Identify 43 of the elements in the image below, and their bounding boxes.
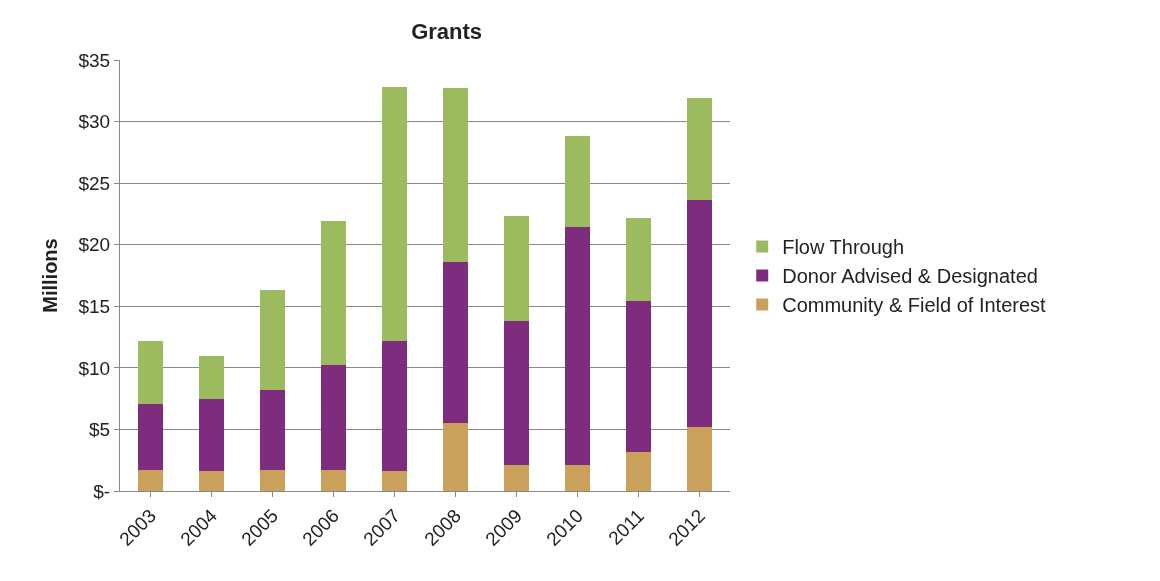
- bar: [504, 321, 529, 466]
- y-tick-label: $25: [78, 172, 111, 194]
- legend-label: Flow Through: [782, 236, 905, 259]
- legend-label: Donor Advised & Designated: [782, 265, 1038, 288]
- bar: [443, 261, 468, 424]
- chart-title: Grants: [411, 18, 483, 44]
- bar: [199, 398, 224, 472]
- bar: [382, 471, 407, 491]
- bar: [565, 136, 590, 228]
- y-tick-label: $20: [78, 234, 111, 256]
- bar: [687, 98, 712, 201]
- y-tick-label: $10: [78, 357, 111, 379]
- bar: [321, 221, 346, 366]
- y-tick-label: $30: [78, 111, 111, 133]
- bar: [260, 390, 285, 471]
- y-axis-title: Millions: [39, 238, 61, 313]
- bar: [443, 423, 468, 491]
- y-tick-label: $-: [93, 480, 111, 502]
- bar: [626, 301, 651, 452]
- bar: [504, 216, 529, 322]
- bar: [565, 227, 590, 466]
- y-tick-label: $35: [78, 49, 111, 71]
- bar: [626, 451, 651, 491]
- bar: [382, 87, 407, 341]
- bar: [260, 290, 285, 391]
- bar: [687, 200, 712, 427]
- bar: [138, 403, 163, 471]
- y-tick-label: $15: [78, 295, 111, 317]
- y-tick-label: $5: [89, 419, 111, 441]
- bar: [321, 365, 346, 471]
- bar: [321, 470, 346, 491]
- bar: [199, 471, 224, 491]
- legend-label: Community & Field of Interest: [782, 294, 1047, 317]
- bar: [565, 465, 590, 491]
- bar: [138, 470, 163, 491]
- bar: [260, 470, 285, 491]
- bar: [443, 88, 468, 262]
- bar: [626, 217, 651, 302]
- bar: [382, 340, 407, 472]
- bar: [687, 426, 712, 491]
- bar: [504, 465, 529, 491]
- bar: [199, 355, 224, 399]
- bar: [138, 340, 163, 404]
